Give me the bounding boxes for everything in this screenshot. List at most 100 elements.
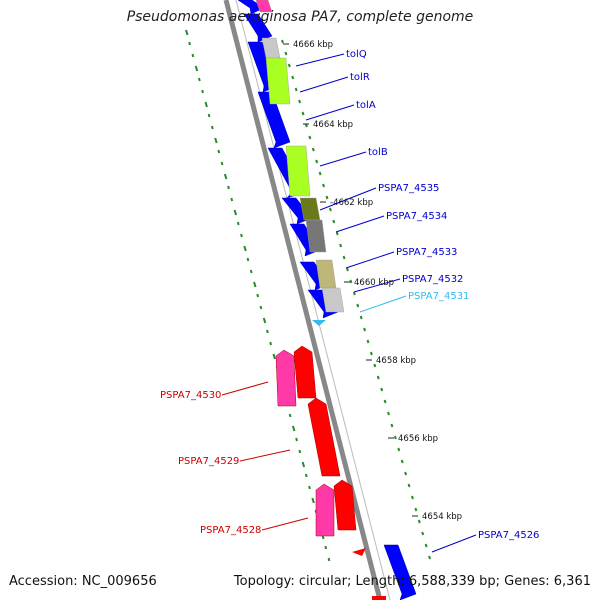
gc-right-dot	[335, 231, 339, 236]
gene-callout-line	[295, 53, 345, 67]
gc-right-dot	[414, 507, 418, 512]
gene-label-pspa7_4529: PSPA7_4529	[178, 456, 239, 467]
gc-left-dot	[301, 461, 306, 468]
gc-left-dot	[236, 221, 240, 226]
gc-left-dot	[194, 65, 199, 72]
gc-right-dot	[417, 519, 421, 524]
reverse-cds-arrow	[275, 349, 297, 407]
gc-right-dot	[393, 435, 397, 440]
gc-right-dot	[298, 99, 302, 104]
tick-label: 4658 kbp	[376, 356, 416, 366]
gc-left-dot	[308, 485, 311, 490]
gc-left-dot	[288, 413, 292, 418]
cog-category-block	[255, 0, 273, 13]
gene-label-pspa7_4526: PSPA7_4526	[478, 530, 539, 541]
gc-right-dot	[339, 243, 343, 248]
gc-right-dot	[407, 483, 411, 488]
gc-right-dot	[308, 135, 312, 140]
gc-right-dot	[322, 183, 325, 188]
gene-label-pspa7_4530: PSPA7_4530	[160, 390, 221, 401]
gene-callout-line	[261, 517, 309, 531]
gene-callout-line	[319, 187, 377, 211]
gc-right-dot	[400, 459, 404, 464]
summary-text: Topology: circular; Length: 6,588,339 bp…	[233, 574, 591, 589]
gc-right-dot	[356, 303, 360, 308]
gc-skew-track-left	[185, 29, 331, 562]
gene-label-pspa7_4528: PSPA7_4528	[200, 525, 261, 536]
reverse-cds-arrow	[307, 397, 341, 477]
gc-right-dot	[359, 315, 363, 320]
gc-right-dot	[328, 207, 332, 212]
cds-features	[237, 0, 417, 600]
gc-right-dot	[287, 63, 291, 68]
tick-label: 4654 kbp	[422, 512, 462, 522]
genome-backbone-inner	[235, 0, 391, 600]
gc-right-dot	[387, 411, 390, 416]
gc-left-dot	[266, 329, 269, 334]
reverse-cds-arrow	[333, 479, 357, 531]
gc-left-dot	[246, 257, 250, 262]
gene-callout-line	[345, 251, 395, 269]
gc-left-dot	[272, 353, 276, 360]
gene-callout-line	[335, 215, 385, 233]
gc-left-dot	[223, 173, 228, 180]
cog-category-block	[321, 287, 345, 313]
forward-cds-arrow	[383, 544, 417, 600]
gene-callout-line	[359, 295, 407, 313]
gc-right-dot	[301, 111, 305, 116]
gc-left-dot	[230, 197, 234, 202]
gc-left-dot	[298, 449, 302, 454]
gc-right-dot	[373, 363, 377, 368]
map-title: Pseudomonas aeruginosa PA7, complete gen…	[126, 9, 474, 25]
gene-label-pspa7_4533: PSPA7_4533	[396, 247, 457, 258]
pseudo-gene-marker	[312, 320, 326, 326]
gc-right-dot	[342, 255, 346, 260]
gc-left-dot	[233, 209, 238, 216]
gc-left-dot	[210, 125, 214, 130]
tick-marks: 4666 kbp 4664 kbp -4662 kbp 4660 kbp 4658 kb…	[283, 40, 462, 522]
tick-label: -4662 kbp	[330, 198, 373, 208]
gene-label-tolq: tolQ	[346, 49, 367, 60]
cog-category-block	[285, 145, 311, 197]
gc-right-dot	[346, 267, 349, 272]
gene-callout-line	[299, 76, 349, 93]
forward-cds-arrow	[237, 0, 265, 15]
gc-left-dot	[207, 113, 211, 118]
gc-left-dot	[227, 185, 230, 190]
gc-left-dot	[188, 41, 192, 46]
gc-right-dot	[363, 327, 367, 332]
gc-right-dot	[318, 171, 322, 176]
reverse-cds-edge	[372, 596, 386, 600]
gc-right-dot	[349, 279, 353, 284]
gene-callout-line	[221, 381, 269, 396]
gc-right-dot	[428, 555, 432, 560]
gc-right-dot	[366, 339, 370, 344]
gc-left-dot	[204, 101, 208, 108]
gene-callout-line	[353, 278, 401, 293]
gc-left-dot	[201, 89, 204, 94]
gc-right-dot	[294, 87, 298, 92]
gc-left-dot	[249, 269, 253, 274]
gc-right-dot	[352, 291, 356, 296]
tick-label: 4660 kbp	[354, 278, 394, 288]
tick-label: 4664 kbp	[313, 120, 353, 130]
gc-left-dot	[259, 305, 263, 310]
gc-left-dot	[269, 341, 273, 346]
gc-left-dot	[220, 161, 224, 166]
gc-right-dot	[291, 75, 295, 80]
gc-left-dot	[185, 29, 189, 36]
gc-right-dot	[369, 351, 373, 356]
gc-left-dot	[311, 497, 315, 504]
gene-label-pspa7_4535: PSPA7_4535	[378, 183, 439, 194]
gc-content-track-right	[281, 39, 432, 560]
gc-left-dot	[304, 473, 308, 478]
gc-right-dot	[383, 399, 387, 404]
gene-label-tola: tolA	[356, 100, 376, 111]
gc-left-dot	[214, 137, 218, 144]
cog-category-block	[265, 57, 291, 105]
tick-label: 4656 kbp	[398, 434, 438, 444]
gc-right-dot	[284, 51, 288, 56]
gc-left-dot	[295, 437, 298, 442]
gene-callout-line	[305, 104, 355, 121]
